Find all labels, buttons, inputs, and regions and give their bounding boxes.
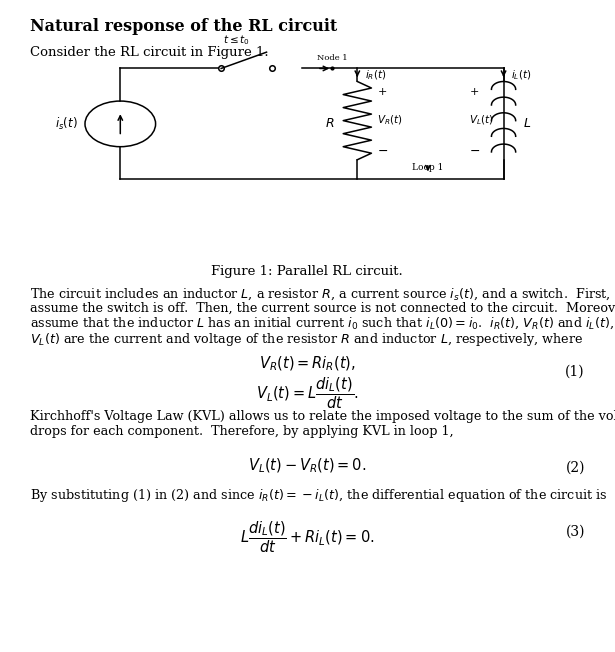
Text: $-$: $-$ (469, 143, 480, 156)
Text: $V_L(t) - V_R(t) = 0.$: $V_L(t) - V_R(t) = 0.$ (248, 457, 366, 475)
Text: (3): (3) (566, 525, 585, 539)
Text: The circuit includes an inductor $L$, a resistor $R$, a current source $i_s(t)$,: The circuit includes an inductor $L$, a … (30, 287, 611, 303)
Text: $+$: $+$ (469, 86, 479, 96)
Text: (2): (2) (566, 461, 585, 475)
Text: Kirchhoff's Voltage Law (KVL) allows us to relate the imposed voltage to the sum: Kirchhoff's Voltage Law (KVL) allows us … (30, 410, 615, 423)
Text: assume that the inductor $L$ has an initial current $i_0$ such that $i_L(0) = i_: assume that the inductor $L$ has an init… (30, 316, 614, 331)
Text: $i_L(t)$: $i_L(t)$ (511, 68, 531, 82)
Text: $R$: $R$ (325, 117, 335, 130)
Text: $L\dfrac{di_L(t)}{dt} + Ri_L(t) = 0.$: $L\dfrac{di_L(t)}{dt} + Ri_L(t) = 0.$ (240, 519, 375, 555)
Text: Consider the RL circuit in Figure 1.: Consider the RL circuit in Figure 1. (30, 46, 269, 59)
Text: (1): (1) (565, 365, 585, 379)
Text: $V_L(t)$ are the current and voltage of the resistor $R$ and inductor $L$, respe: $V_L(t)$ are the current and voltage of … (30, 331, 583, 348)
Text: $V_R(t)$: $V_R(t)$ (378, 114, 403, 127)
Text: $+$: $+$ (378, 86, 387, 96)
Text: $i_s(t)$: $i_s(t)$ (55, 116, 77, 132)
Text: Loop 1: Loop 1 (412, 163, 443, 172)
Text: $V_R(t) = Ri_R(t),$: $V_R(t) = Ri_R(t),$ (258, 355, 355, 374)
Text: By substituting (1) in (2) and since $i_R(t) = -i_L(t)$, the differential equati: By substituting (1) in (2) and since $i_… (30, 487, 608, 504)
Text: $V_L(t)$: $V_L(t)$ (469, 114, 493, 127)
Text: assume the switch is off.  Then, the current source is not connected to the circ: assume the switch is off. Then, the curr… (30, 301, 615, 314)
Text: $V_L(t) = L\dfrac{di_L(t)}{dt}.$: $V_L(t) = L\dfrac{di_L(t)}{dt}.$ (255, 375, 359, 411)
Text: $t \leq t_0$: $t \leq t_0$ (223, 33, 250, 47)
Text: Figure 1: Parallel RL circuit.: Figure 1: Parallel RL circuit. (211, 265, 403, 278)
Text: $i_R(t)$: $i_R(t)$ (365, 68, 386, 82)
Text: Node 1: Node 1 (317, 54, 347, 62)
Text: Natural response of the RL circuit: Natural response of the RL circuit (30, 18, 337, 35)
Text: drops for each component.  Therefore, by applying KVL in loop 1,: drops for each component. Therefore, by … (30, 424, 454, 437)
Text: $-$: $-$ (378, 143, 389, 156)
Text: $L$: $L$ (523, 117, 531, 130)
